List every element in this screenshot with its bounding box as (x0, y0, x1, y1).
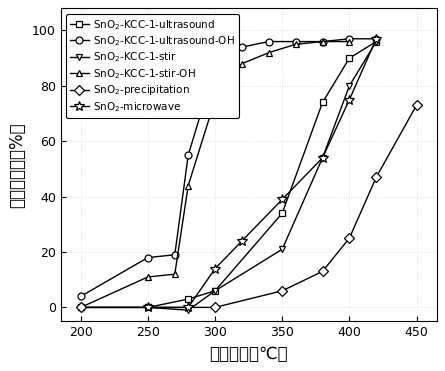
SnO$_2$-KCC-1-ultrasound-OH (293, 39, 298, 44)
SnO$_2$-KCC-1-ultrasound (78, 305, 84, 310)
SnO$_2$-KCC-1-stir-OH (78, 305, 84, 310)
Line: SnO$_2$-KCC-1-ultrasound: SnO$_2$-KCC-1-ultrasound (77, 38, 380, 311)
SnO$_2$-microwave (186, 305, 191, 310)
Y-axis label: 甲苯转化率（%）: 甲苯转化率（%） (8, 122, 26, 208)
SnO$_2$-KCC-1-ultrasound-OH (212, 64, 218, 69)
SnO$_2$-KCC-1-stir-OH (320, 39, 325, 44)
SnO$_2$-microwave (239, 239, 245, 243)
SnO$_2$-precipitation (347, 236, 352, 240)
Line: SnO$_2$-microwave: SnO$_2$-microwave (143, 34, 381, 312)
SnO$_2$-KCC-1-ultrasound-OH (172, 253, 178, 257)
SnO$_2$-KCC-1-ultrasound (320, 100, 325, 105)
SnO$_2$-precipitation (78, 305, 84, 310)
SnO$_2$-KCC-1-stir (212, 289, 218, 293)
Line: SnO$_2$-KCC-1-stir-OH: SnO$_2$-KCC-1-stir-OH (77, 38, 353, 311)
SnO$_2$-KCC-1-stir (279, 247, 285, 252)
SnO$_2$-KCC-1-stir-OH (172, 272, 178, 276)
X-axis label: 反应温度（℃）: 反应温度（℃） (209, 345, 288, 363)
SnO$_2$-KCC-1-stir (145, 305, 150, 310)
SnO$_2$-precipitation (320, 269, 325, 274)
SnO$_2$-precipitation (414, 103, 419, 108)
SnO$_2$-KCC-1-stir-OH (266, 50, 271, 55)
SnO$_2$-KCC-1-stir (373, 39, 379, 44)
SnO$_2$-microwave (320, 156, 325, 160)
SnO$_2$-microwave (145, 305, 150, 310)
Legend: SnO$_2$-KCC-1-ultrasound, SnO$_2$-KCC-1-ultrasound-OH, SnO$_2$-KCC-1-stir, SnO$_: SnO$_2$-KCC-1-ultrasound, SnO$_2$-KCC-1-… (66, 14, 239, 118)
SnO$_2$-KCC-1-ultrasound (347, 56, 352, 60)
Line: SnO$_2$-precipitation: SnO$_2$-precipitation (77, 102, 420, 311)
SnO$_2$-KCC-1-stir-OH (347, 39, 352, 44)
SnO$_2$-microwave (279, 197, 285, 201)
SnO$_2$-KCC-1-ultrasound-OH (320, 39, 325, 44)
Line: SnO$_2$-KCC-1-ultrasound-OH: SnO$_2$-KCC-1-ultrasound-OH (77, 35, 380, 300)
SnO$_2$-microwave (212, 266, 218, 271)
SnO$_2$-KCC-1-ultrasound-OH (347, 37, 352, 41)
SnO$_2$-microwave (347, 98, 352, 102)
SnO$_2$-KCC-1-ultrasound-OH (186, 153, 191, 157)
SnO$_2$-KCC-1-ultrasound (186, 297, 191, 301)
SnO$_2$-KCC-1-ultrasound (145, 305, 150, 310)
SnO$_2$-KCC-1-ultrasound-OH (78, 294, 84, 299)
SnO$_2$-microwave (373, 37, 379, 41)
SnO$_2$-KCC-1-ultrasound (279, 211, 285, 216)
SnO$_2$-KCC-1-stir-OH (145, 275, 150, 279)
SnO$_2$-precipitation (279, 289, 285, 293)
SnO$_2$-KCC-1-ultrasound-OH (145, 255, 150, 260)
SnO$_2$-precipitation (373, 175, 379, 180)
SnO$_2$-KCC-1-stir (347, 83, 352, 88)
SnO$_2$-KCC-1-ultrasound-OH (373, 37, 379, 41)
SnO$_2$-precipitation (212, 305, 218, 310)
SnO$_2$-KCC-1-stir-OH (293, 42, 298, 46)
SnO$_2$-KCC-1-stir (320, 156, 325, 160)
SnO$_2$-KCC-1-ultrasound-OH (266, 39, 271, 44)
SnO$_2$-KCC-1-ultrasound-OH (239, 45, 245, 49)
SnO$_2$-KCC-1-stir-OH (186, 183, 191, 188)
SnO$_2$-KCC-1-ultrasound (373, 39, 379, 44)
SnO$_2$-KCC-1-ultrasound (212, 289, 218, 293)
Line: SnO$_2$-KCC-1-stir: SnO$_2$-KCC-1-stir (77, 38, 380, 313)
SnO$_2$-KCC-1-stir-OH (239, 62, 245, 66)
SnO$_2$-KCC-1-stir-OH (212, 98, 218, 102)
SnO$_2$-KCC-1-stir (78, 305, 84, 310)
SnO$_2$-KCC-1-stir (186, 308, 191, 312)
